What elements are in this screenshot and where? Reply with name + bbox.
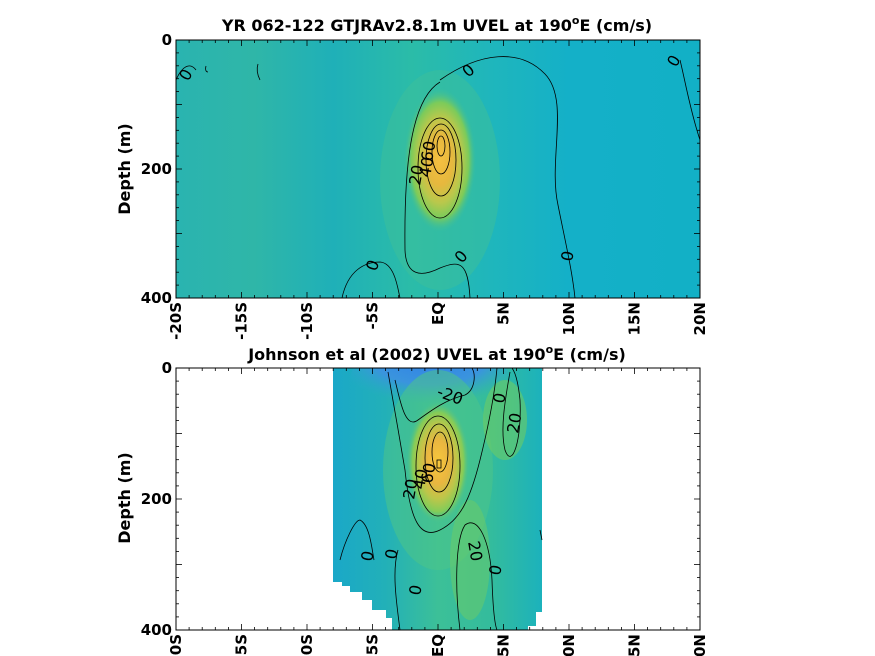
contour-line	[415, 415, 461, 517]
contour-label: 20	[399, 477, 421, 500]
contour-line	[341, 261, 401, 298]
heatmap-observations	[333, 368, 543, 630]
contour-line	[394, 549, 401, 630]
x-tick-label: -20S	[167, 634, 185, 656]
x-tick-label: 5N	[495, 634, 513, 656]
x-tick-label: 20N	[691, 302, 709, 335]
contour-line	[394, 368, 475, 423]
contour-label: 0	[381, 547, 401, 560]
heatmap-model	[176, 40, 700, 298]
x-tick-label: -20S	[167, 302, 185, 340]
x-tick-label: EQ	[429, 634, 447, 656]
contour-line	[176, 65, 197, 81]
contour-line	[502, 368, 521, 457]
contour-line	[256, 63, 261, 81]
y-axis-label: Depth (m)	[115, 123, 134, 215]
contour-line	[417, 117, 463, 219]
contour-line	[431, 129, 451, 175]
y-tick-label: 0	[162, 359, 172, 377]
x-tick-label: -15S	[233, 634, 251, 656]
secondary-jet	[450, 500, 490, 620]
x-tick-label: -5S	[364, 302, 382, 329]
x-tick-label: -10S	[298, 302, 316, 340]
x-tick-label: -10S	[298, 634, 316, 656]
y-tick-label: 200	[141, 160, 172, 178]
undercurrent-core	[406, 400, 470, 524]
contour-label: 20	[405, 163, 427, 186]
x-tick-label: 10N	[560, 634, 578, 656]
contour-line	[436, 459, 442, 469]
contour-line	[339, 519, 375, 561]
contour-line	[387, 368, 498, 533]
y-tick-label: 200	[141, 490, 172, 508]
x-tick-label: EQ	[429, 302, 447, 325]
contour-line	[404, 81, 471, 298]
contour-label: 60	[417, 139, 439, 162]
contour-line	[679, 59, 700, 141]
contour-line	[456, 522, 498, 630]
y-axis-label: Depth (m)	[115, 452, 134, 544]
contour-label: 20	[503, 411, 525, 434]
x-tick-label: 10N	[560, 302, 578, 335]
contour-label: 40	[415, 155, 437, 178]
contour-label: 0	[357, 549, 377, 562]
contour-line	[431, 431, 449, 473]
contour-label: 60	[417, 461, 439, 484]
contour-line	[425, 123, 457, 197]
x-tick-label: 20N	[691, 634, 709, 656]
contour-label: 0	[489, 391, 509, 404]
x-tick-label: 15N	[626, 634, 644, 656]
contour-line	[439, 56, 576, 298]
x-tick-label: -5S	[364, 634, 382, 656]
contour-label: 40	[409, 467, 431, 490]
contour-label: 0	[557, 249, 577, 262]
secondary-jet	[483, 380, 527, 460]
chart-title: YR 062-122 GTJRAv2.8.1m UVEL at 190oE (c…	[221, 14, 652, 35]
x-tick-label: 5N	[495, 302, 513, 325]
contour-label: 0	[485, 563, 505, 576]
contour-label: 0	[405, 583, 425, 596]
y-tick-label: 400	[141, 289, 172, 307]
undercurrent-core	[404, 88, 476, 232]
panel-observations: -20 0 20 20 40 60 0 0 20 0 0 Johnson et …	[115, 343, 709, 656]
chart-title: Johnson et al (2002) UVEL at 190oE (cm/s…	[247, 343, 626, 364]
contour-label: 20	[464, 539, 486, 562]
contour-line	[436, 135, 446, 157]
x-tick-label: 15N	[626, 302, 644, 335]
contour-line	[539, 529, 543, 541]
x-tick-label: -15S	[233, 302, 251, 340]
panel-model: 0 0 0 60 40 20 0 0 0 YR 062-122 GTJRAv2.…	[115, 14, 709, 340]
y-tick-label: 0	[162, 31, 172, 49]
y-tick-label: 400	[141, 621, 172, 639]
contour-line	[205, 65, 209, 73]
contour-line	[424, 423, 454, 493]
